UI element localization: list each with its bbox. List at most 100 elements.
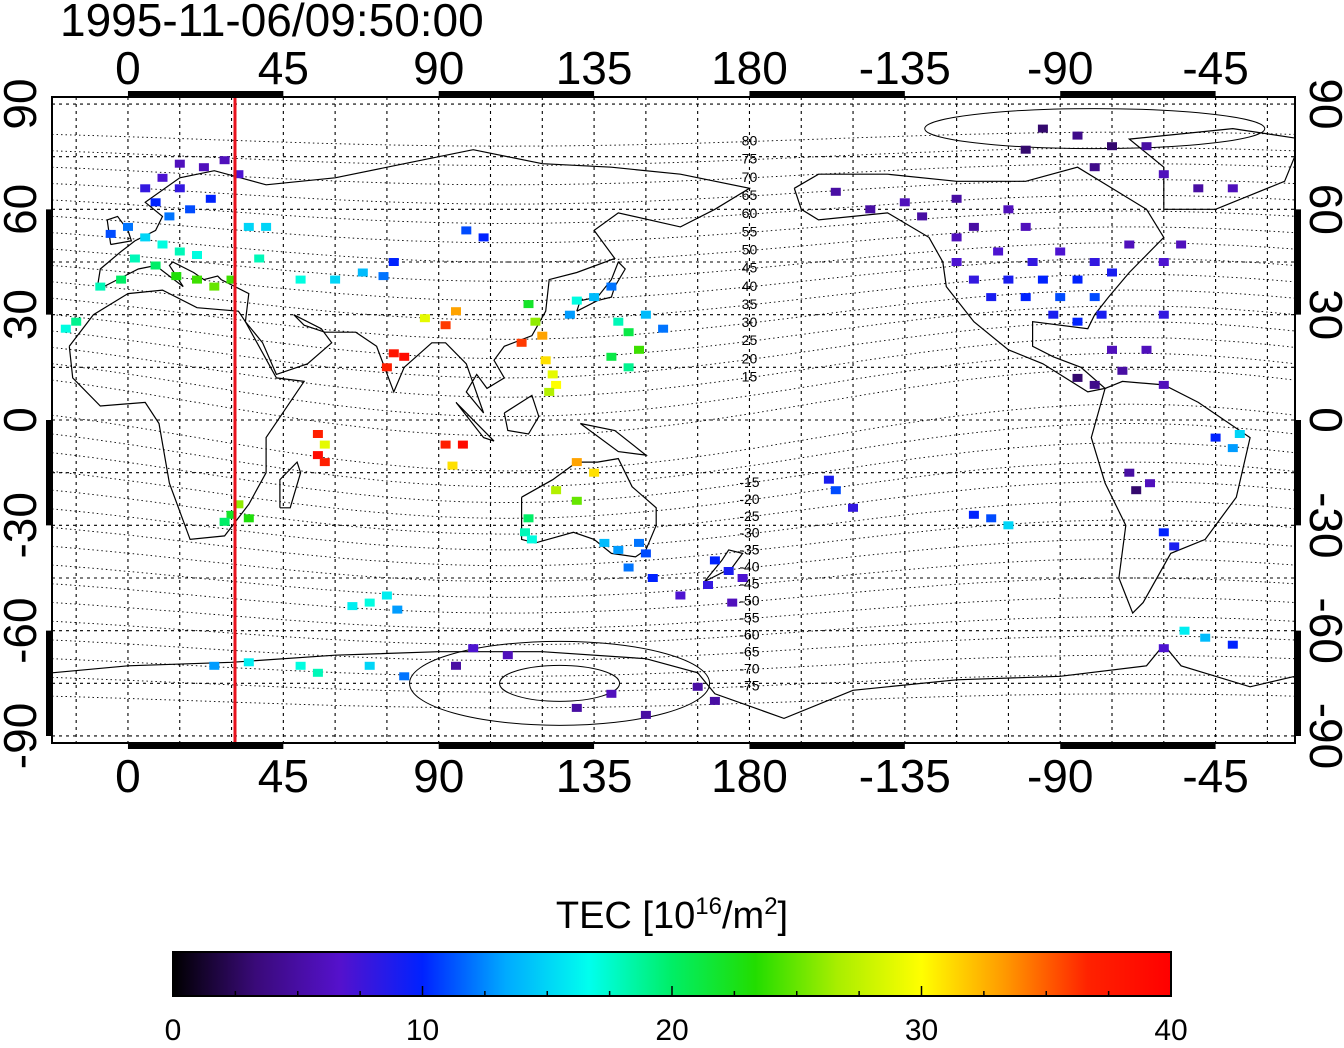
tec-point (105, 229, 116, 238)
tec-point (968, 275, 979, 284)
x-tick-label-top: 0 (115, 42, 141, 94)
tec-point (606, 282, 617, 291)
tec-point (613, 545, 624, 554)
tec-point (399, 352, 410, 361)
tec-point (1096, 310, 1107, 319)
tec-point (1158, 528, 1169, 537)
magnetic-latitude-line (52, 616, 1295, 646)
colorbar-title: TEC [1016/m2] (556, 893, 788, 937)
tec-point (1107, 142, 1117, 151)
tec-point (388, 258, 399, 266)
tec-point (830, 187, 841, 196)
frame-ticks (46, 91, 1301, 749)
tec-point (993, 247, 1004, 256)
tec-point (392, 605, 403, 614)
tec-point (205, 194, 216, 203)
mlat-label: -60 (739, 626, 759, 642)
coastline-madagascar (279, 460, 302, 509)
tec-point (478, 233, 489, 242)
tec-point (1020, 293, 1031, 302)
tec-point (623, 328, 634, 337)
tec-point (623, 563, 634, 572)
colorbar-tick-label: 20 (655, 1014, 688, 1047)
tec-point (1124, 468, 1135, 477)
x-tick-label-top: 135 (556, 42, 633, 94)
tec-point (1048, 310, 1059, 319)
tec-point (737, 574, 748, 582)
mlat-label: -65 (739, 643, 759, 659)
tec-point (1131, 486, 1142, 495)
tec-point (261, 222, 272, 231)
tec-point (233, 500, 244, 509)
tec-point (516, 338, 527, 347)
tec-point (1037, 124, 1048, 133)
magnetic-latitude-line (52, 289, 1295, 340)
mlat-label: -50 (739, 593, 759, 609)
coastline-borneo-indonesia (503, 394, 540, 435)
tec-point (1158, 170, 1169, 179)
mlat-label: -40 (739, 559, 759, 575)
tec-point (709, 556, 720, 565)
tec-point (951, 233, 962, 242)
tec-point (209, 661, 220, 670)
tec-point (1179, 626, 1190, 635)
tec-point (1227, 640, 1238, 649)
tec-point (830, 486, 841, 495)
tec-point (1124, 240, 1135, 249)
tec-point (1027, 258, 1038, 266)
tec-point (865, 205, 876, 214)
tec-point (219, 156, 230, 165)
tec-point (254, 254, 265, 263)
mlat-label: 35 (742, 296, 758, 312)
tec-point (551, 380, 562, 389)
magnetic-latitude-line (52, 500, 1295, 551)
tec-point (1003, 521, 1014, 530)
mlat-label: 55 (742, 223, 758, 239)
tec-point (634, 345, 644, 354)
magnetic-latitude-line (52, 519, 1295, 567)
magnetic-latitude-line (52, 305, 1295, 360)
magnetic-latitude-line (52, 258, 1295, 302)
x-tick-label-top: -135 (859, 42, 951, 94)
tec-point (1141, 345, 1152, 354)
tec-point (530, 317, 541, 326)
mlat-label: 30 (742, 314, 758, 330)
tec-point (357, 268, 368, 277)
tec-point (226, 510, 237, 519)
mlat-label: -25 (739, 508, 759, 524)
tec-point (185, 205, 196, 214)
tec-point (192, 275, 202, 284)
tec-point (537, 331, 548, 340)
tec-point (226, 275, 237, 284)
coastline-north-america (793, 166, 1165, 393)
tec-point (174, 159, 185, 168)
tec-point (1107, 268, 1117, 277)
magnetic-latitude-line (52, 558, 1295, 598)
mlat-label: -75 (739, 677, 759, 693)
mlat-label: 75 (742, 151, 758, 167)
tec-point (295, 275, 306, 284)
magnetic-latitude-line (52, 226, 1295, 263)
tec-point (571, 496, 582, 505)
tec-point (71, 317, 82, 326)
tec-point (823, 475, 834, 484)
tec-point (419, 314, 430, 323)
coastline-japan (576, 260, 626, 312)
mlat-label: 40 (742, 278, 758, 294)
tec-point (164, 212, 175, 221)
magnetic-latitude-line (52, 273, 1295, 321)
tec-point (192, 251, 202, 259)
tec-point (986, 514, 997, 523)
tec-point (968, 510, 979, 519)
tec-point (319, 458, 330, 467)
tec-point (457, 440, 468, 449)
tec-point (312, 668, 323, 677)
tec-point (243, 222, 254, 231)
magnetic-latitude-line (52, 242, 1295, 282)
mlat-label: 45 (742, 260, 758, 276)
tec-point (1234, 430, 1245, 438)
magnetic-latitude-line (52, 194, 1295, 224)
y-tick-label-right: -90 (1300, 703, 1344, 769)
y-tick-label-right: -60 (1300, 597, 1344, 663)
